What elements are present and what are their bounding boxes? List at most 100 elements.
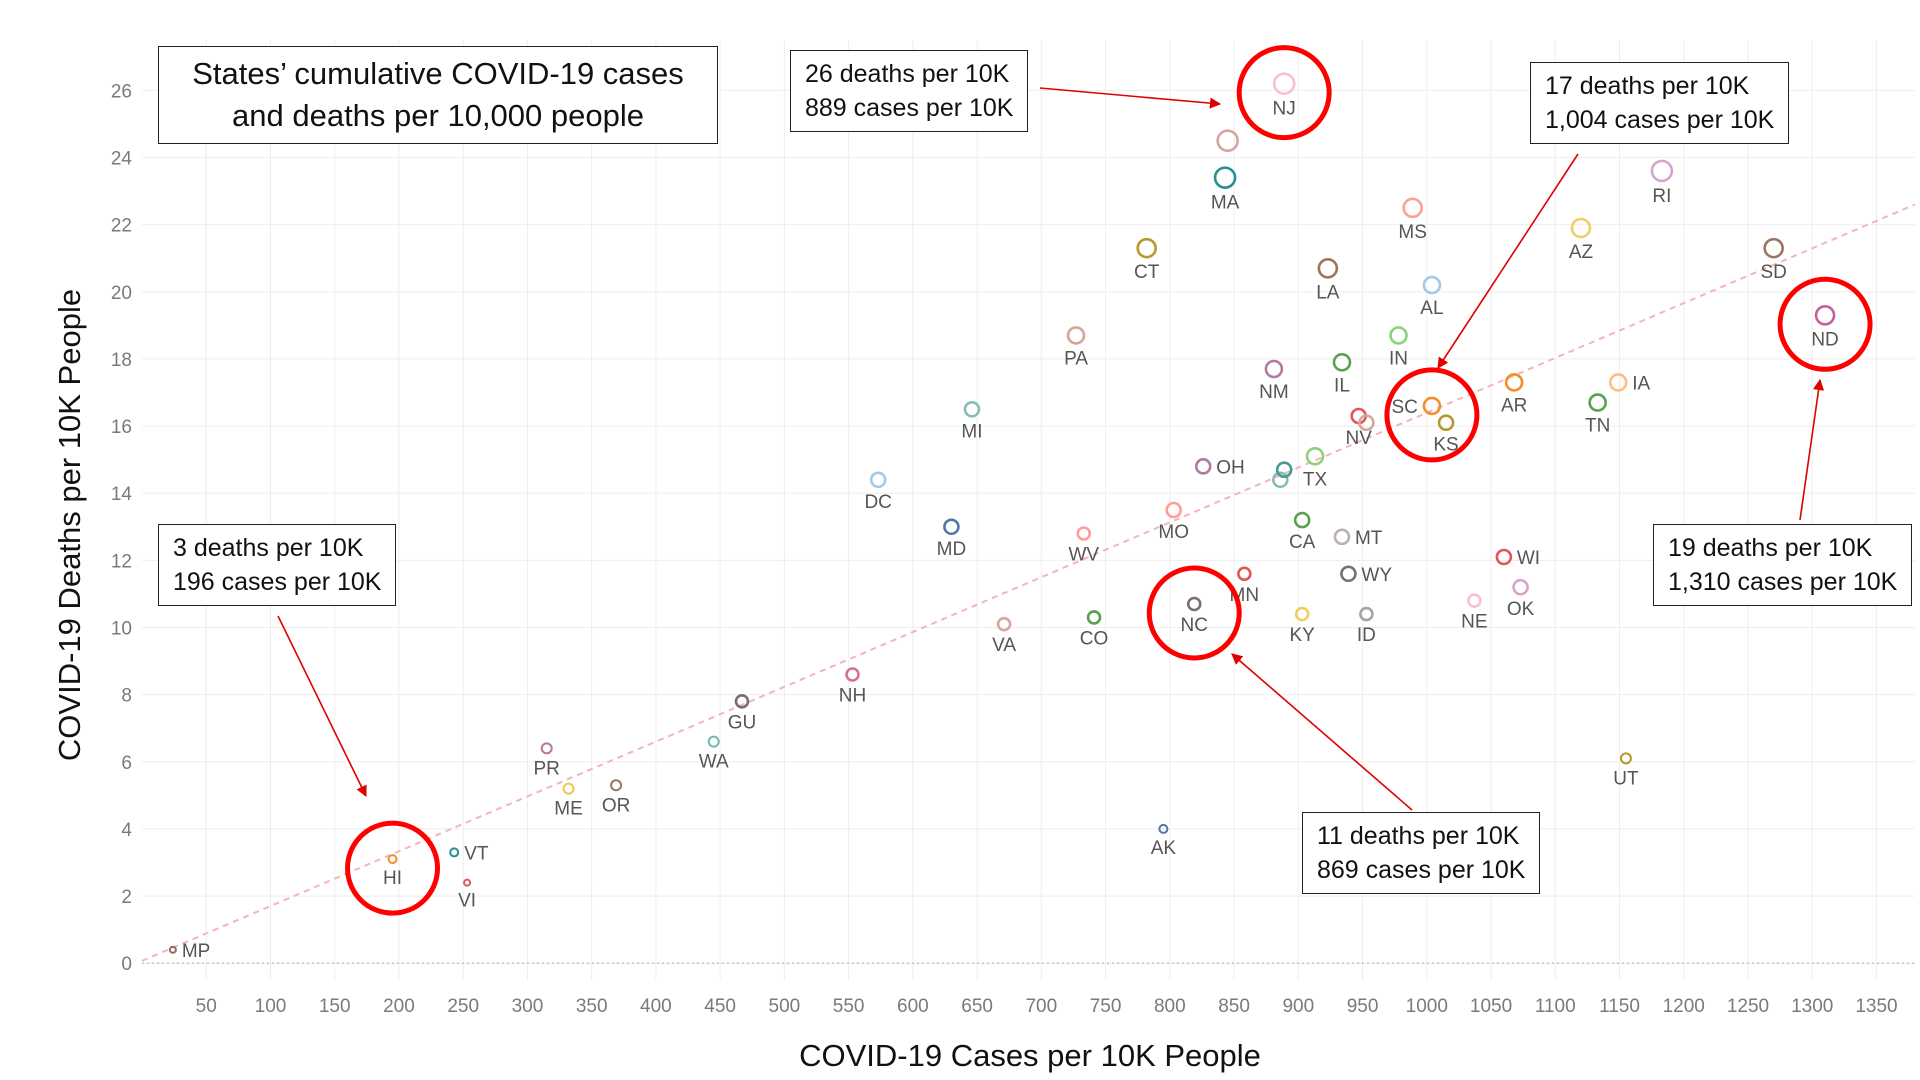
- point-label-ma: MA: [1211, 193, 1240, 214]
- point-in: [1389, 326, 1408, 345]
- x-tick-label-1050: 1050: [1470, 996, 1512, 1017]
- point-label-sc: SC: [1392, 397, 1418, 418]
- callout-sc-deaths: 17 deaths per 10K: [1545, 72, 1750, 100]
- point-label-az: AZ: [1569, 242, 1594, 263]
- point-hi: [387, 854, 398, 865]
- point-label-wi: WI: [1517, 548, 1540, 569]
- point-label-il: IL: [1334, 375, 1350, 396]
- point-ca: [1293, 511, 1311, 529]
- point-label-wy: WY: [1361, 565, 1392, 586]
- point-nc: [1186, 596, 1202, 612]
- y-tick-label-6: 6: [121, 753, 132, 774]
- point-sd: [1763, 237, 1784, 259]
- x-tick-label-750: 750: [1090, 996, 1122, 1017]
- y-tick-label-0: 0: [121, 954, 132, 975]
- y-tick-label-14: 14: [111, 484, 133, 505]
- y-tick-label-26: 26: [111, 81, 132, 102]
- point-label-ar: AR: [1501, 395, 1527, 416]
- point-label-pa: PA: [1064, 348, 1088, 369]
- arrow-nj: [1039, 87, 1222, 109]
- point-label-va: VA: [992, 635, 1016, 656]
- point-label-ri: RI: [1652, 186, 1671, 207]
- point-label-al: AL: [1420, 298, 1443, 319]
- callout-nj: 26 deaths per 10K 889 cases per 10K: [790, 50, 1029, 132]
- point-label-ms: MS: [1398, 222, 1427, 243]
- point-tx-2: [1272, 471, 1289, 489]
- x-tick-label-800: 800: [1154, 996, 1186, 1017]
- arrow-nc: [1231, 653, 1413, 811]
- callout-nd: 19 deaths per 10K 1,310 cases per 10K: [1653, 524, 1913, 606]
- point-label-la: LA: [1316, 282, 1340, 303]
- highlight-ring-nj: [1236, 45, 1332, 141]
- point-co: [1086, 610, 1102, 625]
- point-label-ct: CT: [1134, 262, 1160, 283]
- chart-title-line-2: and deaths per 10,000 people: [232, 98, 644, 133]
- trend-line-path: [141, 203, 1916, 962]
- point-label-or: OR: [602, 795, 631, 816]
- point-label-ut: UT: [1613, 768, 1639, 789]
- callout-nd-cases: 1,310 cases per 10K: [1668, 568, 1898, 596]
- point-pa: [1066, 326, 1086, 345]
- point-label-ks: KS: [1433, 435, 1458, 456]
- point-label-nh: NH: [839, 686, 866, 707]
- point-label-ne: NE: [1461, 612, 1487, 633]
- point-label-nd: ND: [1811, 329, 1838, 350]
- point-tx: [1305, 446, 1325, 466]
- x-axis-title: COVID-19 Cases per 10K People: [799, 1038, 1261, 1073]
- arrow-nd: [1799, 378, 1825, 521]
- annotation-arrows: [277, 87, 1825, 811]
- highlight-rings: [345, 45, 1873, 916]
- point-label-wv: WV: [1068, 545, 1099, 566]
- y-tick-label-8: 8: [121, 686, 132, 707]
- callout-nj-cases: 889 cases per 10K: [805, 94, 1014, 122]
- point-tn: [1588, 393, 1607, 412]
- point-label-mt: MT: [1355, 528, 1383, 549]
- point-sc: [1422, 396, 1442, 416]
- callout-sc: 17 deaths per 10K 1,004 cases per 10K: [1530, 62, 1790, 144]
- highlight-ring-nd: [1777, 276, 1873, 372]
- point-ct: [1136, 237, 1157, 259]
- x-tick-label-1100: 1100: [1535, 996, 1576, 1017]
- callout-nc: 11 deaths per 10K 869 cases per 10K: [1302, 812, 1541, 894]
- point-az: [1570, 217, 1592, 239]
- point-wa: [707, 735, 720, 748]
- point-label-me: ME: [554, 799, 583, 820]
- point-ky: [1294, 606, 1310, 622]
- point-oh: [1194, 458, 1212, 475]
- callout-nd-deaths: 19 deaths per 10K: [1668, 534, 1873, 562]
- x-tick-label-1200: 1200: [1663, 996, 1705, 1017]
- point-mo: [1165, 501, 1182, 519]
- x-tick-label-1250: 1250: [1727, 996, 1769, 1017]
- x-tick-label-500: 500: [769, 996, 801, 1017]
- x-axis-ticks: 50 100 150 200 250 300 350 400 450 500 550 600 650 70…: [196, 996, 1898, 1017]
- point-label-wa: WA: [699, 752, 729, 773]
- point-label-co: CO: [1080, 628, 1109, 649]
- point-me: [562, 782, 575, 795]
- callout-sc-cases: 1,004 cases per 10K: [1545, 106, 1775, 134]
- point-label-mp: MP: [182, 941, 211, 962]
- x-tick-label-400: 400: [640, 996, 672, 1017]
- point-or: [610, 779, 623, 792]
- trend-line: [141, 203, 1916, 962]
- x-tick-label-700: 700: [1025, 996, 1057, 1017]
- chart-title-line-1: States’ cumulative COVID-19 cases: [192, 56, 684, 91]
- y-tick-label-18: 18: [111, 350, 132, 371]
- callout-nc-cases: 869 cases per 10K: [1317, 856, 1526, 884]
- x-tick-label-100: 100: [255, 996, 287, 1017]
- point-wi: [1495, 548, 1513, 566]
- x-tick-label-1000: 1000: [1406, 996, 1448, 1017]
- y-tick-label-16: 16: [111, 417, 132, 438]
- point-la: [1317, 257, 1339, 279]
- point-label-ok: OK: [1507, 599, 1535, 620]
- point-nv-2: [1358, 414, 1375, 432]
- y-tick-label-10: 10: [111, 619, 132, 640]
- point-ok: [1512, 578, 1529, 596]
- point-id: [1359, 606, 1374, 622]
- point-vt: [449, 847, 460, 858]
- highlight-ring-nc: [1146, 565, 1242, 661]
- point-label-dc: DC: [864, 492, 891, 513]
- point-label-nv: NV: [1345, 428, 1372, 449]
- point-vi: [463, 878, 472, 887]
- point-al: [1422, 275, 1442, 295]
